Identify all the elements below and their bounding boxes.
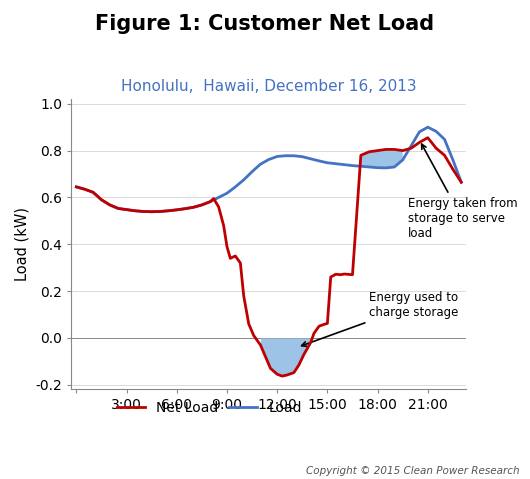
Y-axis label: Load (kW): Load (kW): [15, 207, 30, 281]
Text: Energy used to
charge storage: Energy used to charge storage: [302, 291, 458, 346]
Text: Energy taken from
storage to serve
load: Energy taken from storage to serve load: [408, 144, 517, 240]
Legend: Net Load, Load: Net Load, Load: [112, 395, 307, 420]
Text: Figure 1: Customer Net Load: Figure 1: Customer Net Load: [95, 14, 435, 34]
Text: Copyright © 2015 Clean Power Research: Copyright © 2015 Clean Power Research: [306, 466, 519, 476]
Title: Honolulu,  Hawaii, December 16, 2013: Honolulu, Hawaii, December 16, 2013: [121, 79, 417, 94]
